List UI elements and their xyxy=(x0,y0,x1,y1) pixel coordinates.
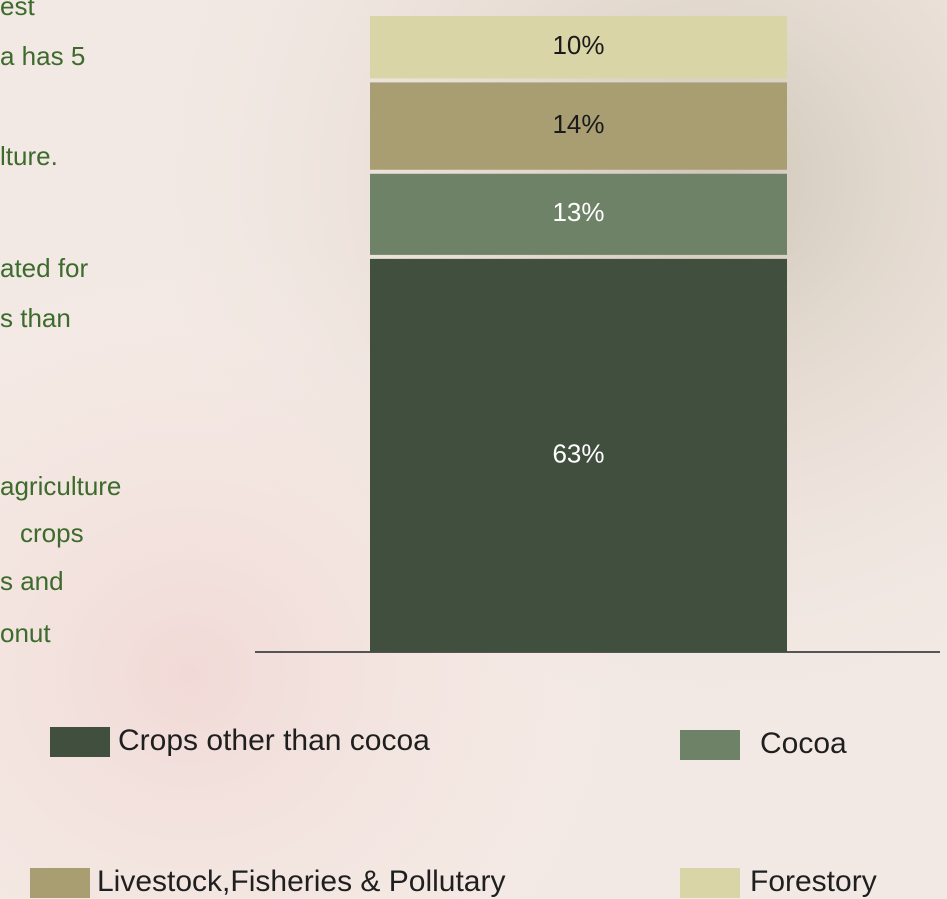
legend-swatch xyxy=(50,727,110,757)
legend-swatch xyxy=(680,868,740,898)
legend-label: Livestock,Fisheries & Pollutary xyxy=(97,865,506,898)
value-label: 13% xyxy=(552,197,604,227)
side-text: onut xyxy=(0,618,51,648)
value-label: 10% xyxy=(552,30,604,60)
bar-segment xyxy=(370,82,787,170)
side-text: est xyxy=(0,0,35,21)
side-text: a has 5 xyxy=(0,41,85,71)
legend-label: Crops other than cocoa xyxy=(118,724,430,757)
side-text: crops xyxy=(20,518,84,548)
side-text: lture. xyxy=(0,141,58,171)
side-text: ated for xyxy=(0,253,89,283)
legend-swatch xyxy=(30,868,90,898)
legend-label: Cocoa xyxy=(760,727,847,760)
side-text: agriculture xyxy=(0,471,121,501)
legend-label: Forestory xyxy=(750,865,877,898)
bar-segment xyxy=(370,16,787,79)
value-label: 63% xyxy=(552,438,604,468)
bar-segment xyxy=(370,173,787,255)
side-text: s and xyxy=(0,566,64,596)
side-text: s than xyxy=(0,303,71,333)
value-label: 14% xyxy=(552,109,604,139)
legend-swatch xyxy=(680,730,740,760)
bar-segment xyxy=(370,258,787,652)
